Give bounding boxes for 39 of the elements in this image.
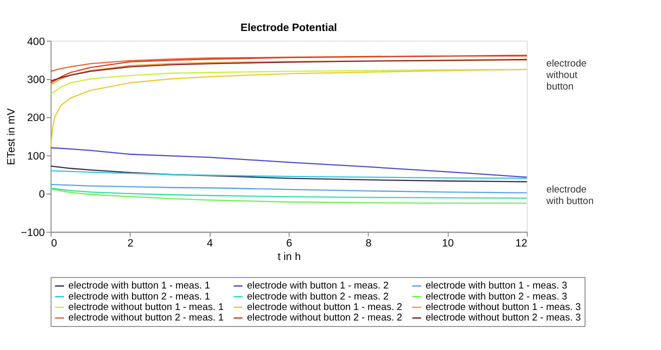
legend-label: electrode with button 1 - meas. 1 (68, 280, 210, 292)
annotation: electrode without button (545, 58, 587, 92)
line-series (50, 54, 528, 84)
chart-title: Electrode Potential (240, 22, 338, 34)
legend-label: electrode with button 1 - meas. 2 (246, 280, 389, 292)
legend-label: electrode without button 1 - meas. 1 (68, 302, 224, 313)
y-axis-title: ETest in mV (6, 107, 18, 166)
line-series (50, 166, 528, 182)
x-tick-label: 0 (51, 237, 58, 250)
legend-label: electrode with button 2 - meas. 3 (426, 291, 568, 302)
x-tick-label: 10 (442, 237, 454, 250)
line-series (50, 147, 528, 178)
x-tick-label: 12 (515, 237, 528, 250)
x-axis-title: t in h (278, 250, 301, 263)
line-series (50, 58, 528, 82)
line-series (50, 184, 528, 194)
x-tick-label: 2 (127, 237, 134, 250)
y-tick-label: 400 (27, 36, 45, 48)
legend-label: electrode without button 2 - meas. 1 (68, 312, 224, 324)
x-tick-label: 4 (206, 237, 213, 250)
legend-label: electrode with button 1 - meas. 3 (426, 280, 568, 292)
x-tick-label: 8 (366, 237, 372, 250)
y-tick-label: 300 (27, 74, 45, 86)
annotation: electrode with button (545, 184, 594, 207)
y-tick-label: 200 (27, 112, 45, 124)
line-series (50, 170, 528, 179)
legend-label: electrode with button 2 - meas. 2 (246, 291, 389, 302)
legend-label: electrode with button 2 - meas. 1 (68, 291, 210, 302)
y-tick-label: 0 (38, 188, 45, 201)
legend-label: electrode without button 1 - meas. 3 (426, 302, 581, 313)
line-series (50, 188, 528, 199)
legend-label: electrode without button 2 - meas. 2 (246, 312, 402, 324)
y-tick-label: 100 (27, 150, 45, 162)
line-series (50, 68, 528, 148)
legend-label: electrode without button 2 - meas. 3 (426, 312, 581, 324)
legend-label: electrode without button 1 - meas. 2 (246, 302, 402, 313)
x-tick-label: 6 (286, 237, 292, 250)
line-series (50, 188, 528, 204)
y-tick-label: −100 (20, 226, 45, 239)
